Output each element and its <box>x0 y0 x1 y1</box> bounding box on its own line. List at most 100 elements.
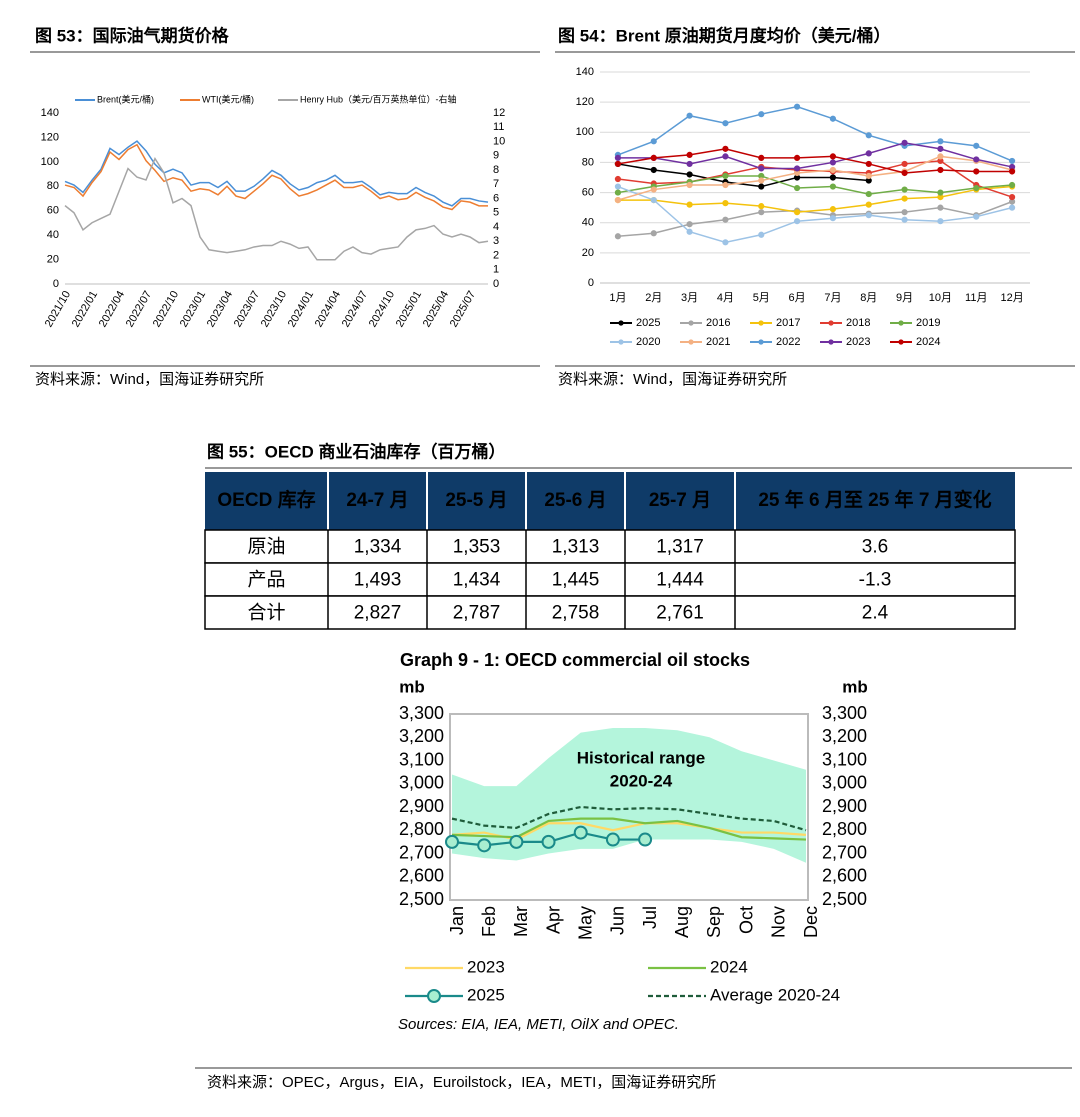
axis-label: mb <box>842 677 868 696</box>
x-tick-label: May <box>575 906 595 940</box>
point <box>722 120 729 127</box>
y2-tick-label: 10 <box>493 135 505 147</box>
series-line <box>64 156 489 261</box>
x-tick-label: Apr <box>543 906 563 934</box>
point <box>901 169 908 177</box>
x-tick-label: Feb <box>479 906 499 937</box>
legend-label: 2024 <box>710 957 748 976</box>
point <box>722 239 729 246</box>
point <box>937 145 944 152</box>
chart-note: Sources: EIA, IEA, METI, OilX and OPEC. <box>398 1016 679 1033</box>
table-cell: 1,353 <box>453 537 501 558</box>
chart-title: Graph 9 - 1: OECD commercial oil stocks <box>400 650 750 670</box>
point <box>722 216 729 223</box>
x-tick-label: 2025/01 <box>394 289 424 329</box>
point <box>650 138 657 145</box>
point <box>901 216 908 223</box>
x-tick-label: 2022/04 <box>97 289 127 329</box>
y-tick-label: 120 <box>576 96 594 108</box>
series-line <box>617 185 1013 244</box>
y-tick-label: 140 <box>41 107 59 119</box>
x-tick-label: Jul <box>640 906 660 929</box>
y2-tick-label: 2,800 <box>822 819 867 839</box>
y-tick-label: 2,700 <box>399 842 444 862</box>
point <box>614 154 622 162</box>
y2-tick-label: 3,200 <box>822 726 867 746</box>
y2-tick-label: 3,300 <box>822 703 867 723</box>
legend-marker <box>758 339 764 345</box>
x-tick-label: 2022/07 <box>124 289 154 329</box>
point <box>758 111 765 118</box>
y2-tick-label: 8 <box>493 164 499 176</box>
y-tick-label: 2,600 <box>399 866 444 886</box>
series-line <box>617 185 1013 213</box>
x-tick-label: Aug <box>672 906 692 938</box>
y-tick-label: 60 <box>47 205 59 217</box>
point <box>722 181 729 189</box>
point <box>937 218 944 225</box>
table-cell: 1,445 <box>552 570 600 591</box>
point <box>758 209 765 216</box>
point <box>901 139 908 146</box>
point <box>614 189 622 196</box>
point <box>901 209 908 216</box>
y-tick-label: 20 <box>582 247 594 259</box>
y2-tick-label: 12 <box>493 107 505 119</box>
y2-tick-label: 2,700 <box>822 842 867 862</box>
point <box>937 138 944 145</box>
x-tick-label: 9月 <box>896 292 913 304</box>
legend-marker <box>618 320 624 326</box>
table-cell: 1,317 <box>656 537 704 558</box>
legend-marker <box>828 339 834 345</box>
y-tick-label: 100 <box>41 156 59 168</box>
y-tick-label: 0 <box>53 278 59 290</box>
y2-tick-label: 3 <box>493 235 499 247</box>
table-cell: 1,313 <box>552 537 600 558</box>
point <box>758 231 765 238</box>
table-cell: 1,444 <box>656 570 704 591</box>
point <box>865 150 872 157</box>
legend-label: 2021 <box>706 336 730 348</box>
point <box>686 201 693 208</box>
table-header-cell: 25-7 月 <box>649 490 711 511</box>
table-row <box>204 562 1016 597</box>
legend-label: 2025 <box>467 985 505 1004</box>
point <box>509 834 524 849</box>
x-tick-label: 8月 <box>860 292 877 304</box>
table-cell: 1,493 <box>354 570 402 591</box>
table-cell: 产品 <box>247 569 285 591</box>
point <box>829 159 837 166</box>
legend-label: 2019 <box>916 317 940 329</box>
table-header-cell: 25-5 月 <box>445 490 507 511</box>
x-tick-label: 10月 <box>929 292 952 304</box>
point <box>758 203 765 210</box>
point <box>865 160 872 168</box>
legend-label: Average 2020-24 <box>710 985 840 1004</box>
point <box>477 838 492 853</box>
point <box>614 197 622 204</box>
table-header <box>205 472 1015 530</box>
x-tick-label: 4月 <box>717 292 734 304</box>
point <box>1008 181 1016 189</box>
point <box>973 142 980 149</box>
figure-caption: 图 53：国际油气期货价格 <box>35 25 230 45</box>
point <box>686 160 693 168</box>
table-cell: -1.3 <box>859 570 892 591</box>
point <box>686 181 693 189</box>
legend-marker <box>898 320 904 326</box>
table-cell: 合计 <box>247 602 285 624</box>
y-tick-label: 3,300 <box>399 703 444 723</box>
point <box>901 160 908 168</box>
point <box>865 190 872 198</box>
x-tick-label: 2021/10 <box>43 289 73 329</box>
point <box>1008 193 1016 201</box>
point <box>722 172 729 180</box>
legend-marker <box>828 320 834 326</box>
legend-label: Brent(美元/桶) <box>97 93 154 104</box>
point <box>758 154 765 162</box>
point <box>758 165 765 172</box>
x-tick-label: 2024/04 <box>313 289 343 329</box>
table-row <box>204 529 1016 564</box>
y-tick-label: 0 <box>588 277 594 289</box>
